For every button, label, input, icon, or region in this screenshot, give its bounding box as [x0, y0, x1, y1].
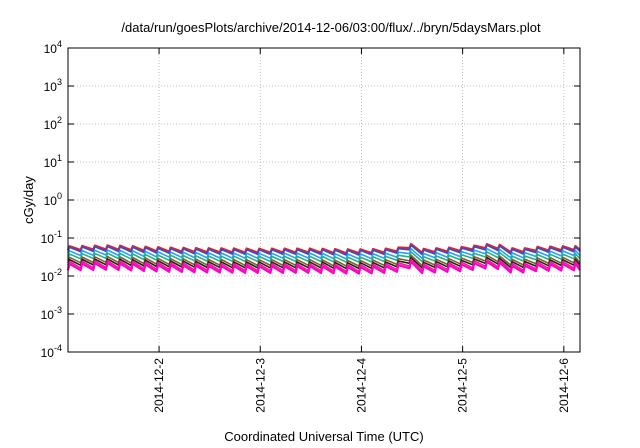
- series-line: [67, 244, 581, 256]
- x-axis: 2014-12-2 2014-12-3 2014-12-4 2014-12-5 2014…: [152, 48, 571, 413]
- y-tick-exponent: 3: [57, 77, 62, 87]
- y-tick-label: 100: [44, 191, 62, 208]
- series-line: [67, 247, 581, 260]
- y-tick-exponent: -1: [54, 229, 62, 239]
- y-tick-base: 10: [44, 80, 58, 94]
- x-tick-label: 2014-12-6: [557, 358, 571, 413]
- y-tick-label: 101: [44, 153, 62, 170]
- y-tick-base: 10: [41, 346, 55, 360]
- y-tick-exponent: 2: [57, 115, 62, 125]
- y-tick-exponent: 4: [57, 39, 62, 49]
- y-tick-exponent: -3: [54, 305, 62, 315]
- y-tick-label: 10-3: [41, 305, 62, 322]
- y-tick-base: 10: [41, 308, 55, 322]
- series-line: [67, 251, 581, 263]
- y-tick-exponent: 1: [57, 153, 62, 163]
- y-tick-label: 103: [44, 77, 62, 94]
- x-tick-label: 2014-12-5: [456, 358, 470, 413]
- y-tick-base: 10: [41, 270, 55, 284]
- chart-title: /data/run/goesPlots/archive/2014-12-06/0…: [121, 20, 541, 35]
- x-tick-label: 2014-12-4: [354, 358, 368, 413]
- y-tick-base: 10: [44, 156, 58, 170]
- y-tick-label: 104: [44, 39, 62, 56]
- y-tick-base: 10: [41, 232, 55, 246]
- series-layer: [66, 242, 581, 275]
- y-tick-label: 10-4: [41, 343, 62, 360]
- y-tick-label: 10-2: [41, 267, 62, 284]
- y-tick-label: 10-1: [41, 229, 62, 246]
- grid-lines: [68, 48, 580, 352]
- y-tick-base: 10: [44, 118, 58, 132]
- y-tick-exponent: -2: [54, 267, 62, 277]
- y-tick-label: 102: [44, 115, 62, 132]
- y-tick-exponent: -4: [54, 343, 62, 353]
- x-axis-label: Coordinated Universal Time (UTC): [224, 429, 423, 444]
- x-tick-label: 2014-12-3: [253, 358, 267, 413]
- y-tick-exponent: 0: [57, 191, 62, 201]
- series-line: [66, 260, 581, 275]
- y-tick-base: 10: [44, 194, 58, 208]
- y-axis-label: cGy/day: [21, 176, 36, 224]
- x-tick-label: 2014-12-2: [152, 358, 166, 413]
- y-tick-base: 10: [44, 42, 58, 56]
